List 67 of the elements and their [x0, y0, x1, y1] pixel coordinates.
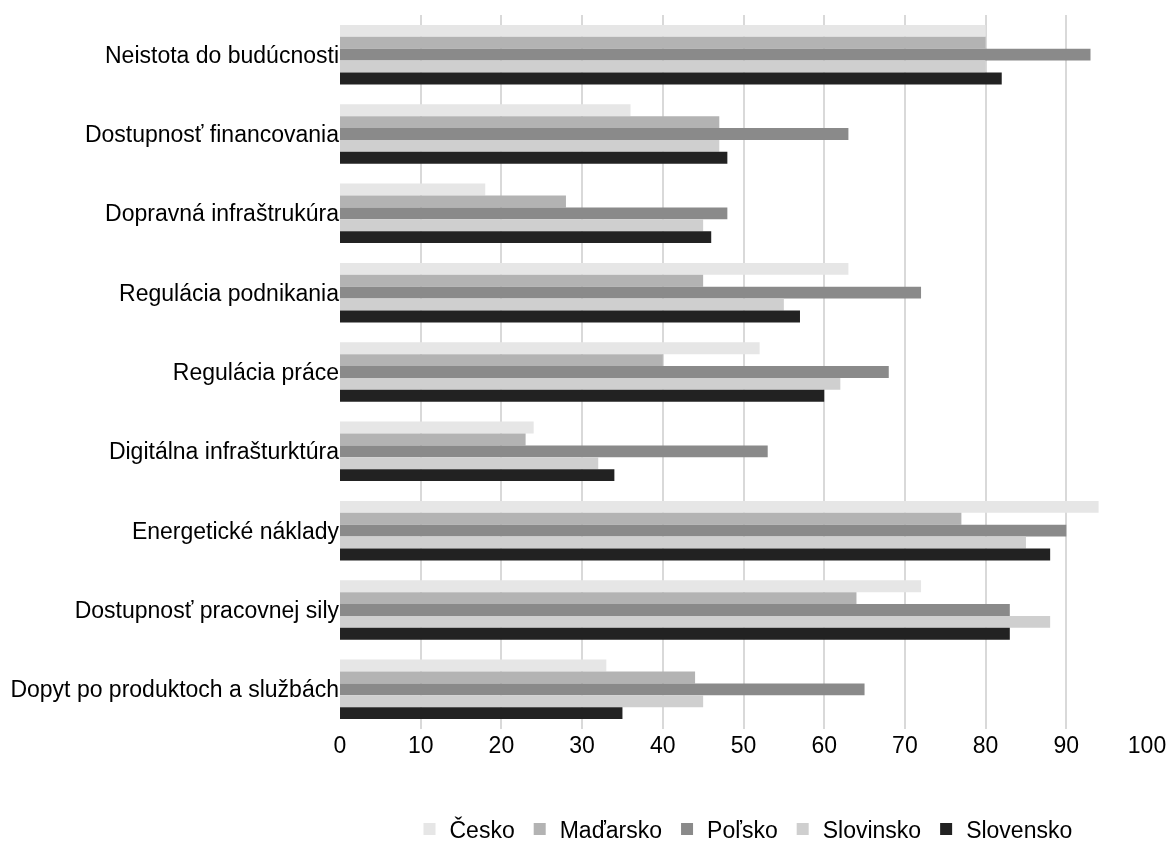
legend-label: Česko [449, 815, 515, 843]
x-tick-label: 0 [333, 732, 347, 758]
bar [340, 548, 1051, 561]
bar [340, 36, 986, 49]
bar [340, 151, 728, 164]
x-tick-label: 100 [1127, 732, 1167, 758]
x-tick-label: 10 [407, 732, 434, 758]
bar [340, 310, 800, 323]
bar [340, 615, 1051, 628]
y-tick-label: Dostupnosť financovania [84, 121, 340, 148]
x-tick-label: 70 [892, 732, 918, 758]
bar [340, 104, 631, 117]
bar [340, 286, 922, 299]
y-tick-label: Dopravná infraštrukúra [105, 200, 340, 227]
y-tick-label: Dostupnosť pracovnej sily [74, 597, 340, 624]
x-tick-label: 60 [811, 732, 837, 758]
bar [340, 536, 1026, 549]
bar [340, 445, 768, 458]
legend-label: Slovensko [966, 816, 1073, 843]
bar [340, 207, 728, 220]
x-tick-label: 20 [488, 732, 515, 758]
bar [340, 469, 615, 482]
bar [340, 433, 526, 446]
bar [340, 354, 663, 367]
bar [340, 421, 534, 434]
bar [340, 627, 1010, 640]
y-tick-label: Dopyt po produktoch a službách [10, 676, 339, 703]
legend-label: Maďarsko [559, 816, 663, 843]
bar [340, 219, 704, 232]
bar [340, 580, 922, 593]
bar [340, 500, 1099, 513]
bar [340, 183, 486, 196]
bar [340, 604, 1010, 616]
y-tick-label: Digitálna infrašturktúra [108, 438, 340, 465]
x-tick-label: 30 [569, 732, 595, 758]
bar [340, 195, 566, 208]
bar [340, 671, 696, 684]
x-tick-label: 50 [730, 732, 757, 758]
bar [340, 48, 1091, 61]
x-tick-label: 80 [972, 732, 999, 758]
bar [340, 298, 784, 311]
bar [340, 683, 865, 696]
x-tick-label: 40 [650, 732, 676, 758]
bar [340, 524, 1067, 537]
bar [340, 366, 889, 378]
bar [340, 139, 720, 152]
y-tick-label: Neistota do budúcnosti [105, 41, 339, 68]
bar [340, 592, 857, 605]
x-tick-label: 90 [1053, 732, 1080, 758]
y-tick-label: Regulácia podnikania [119, 279, 340, 306]
bar [340, 262, 849, 275]
legend-label: Slovinsko [822, 816, 922, 843]
bar [340, 342, 760, 355]
bar [340, 24, 986, 37]
bar [340, 512, 962, 525]
bar [340, 659, 607, 672]
bar [340, 72, 1002, 85]
bar [340, 707, 623, 720]
bar [340, 128, 849, 140]
bar [340, 389, 825, 402]
bar [340, 274, 704, 287]
legend-label: Poľsko [707, 816, 778, 843]
bar [340, 116, 720, 129]
y-tick-label: Regulácia práce [172, 359, 339, 386]
bar [340, 231, 712, 244]
bar [340, 457, 599, 470]
y-tick-label: Energetické náklady [131, 517, 340, 544]
